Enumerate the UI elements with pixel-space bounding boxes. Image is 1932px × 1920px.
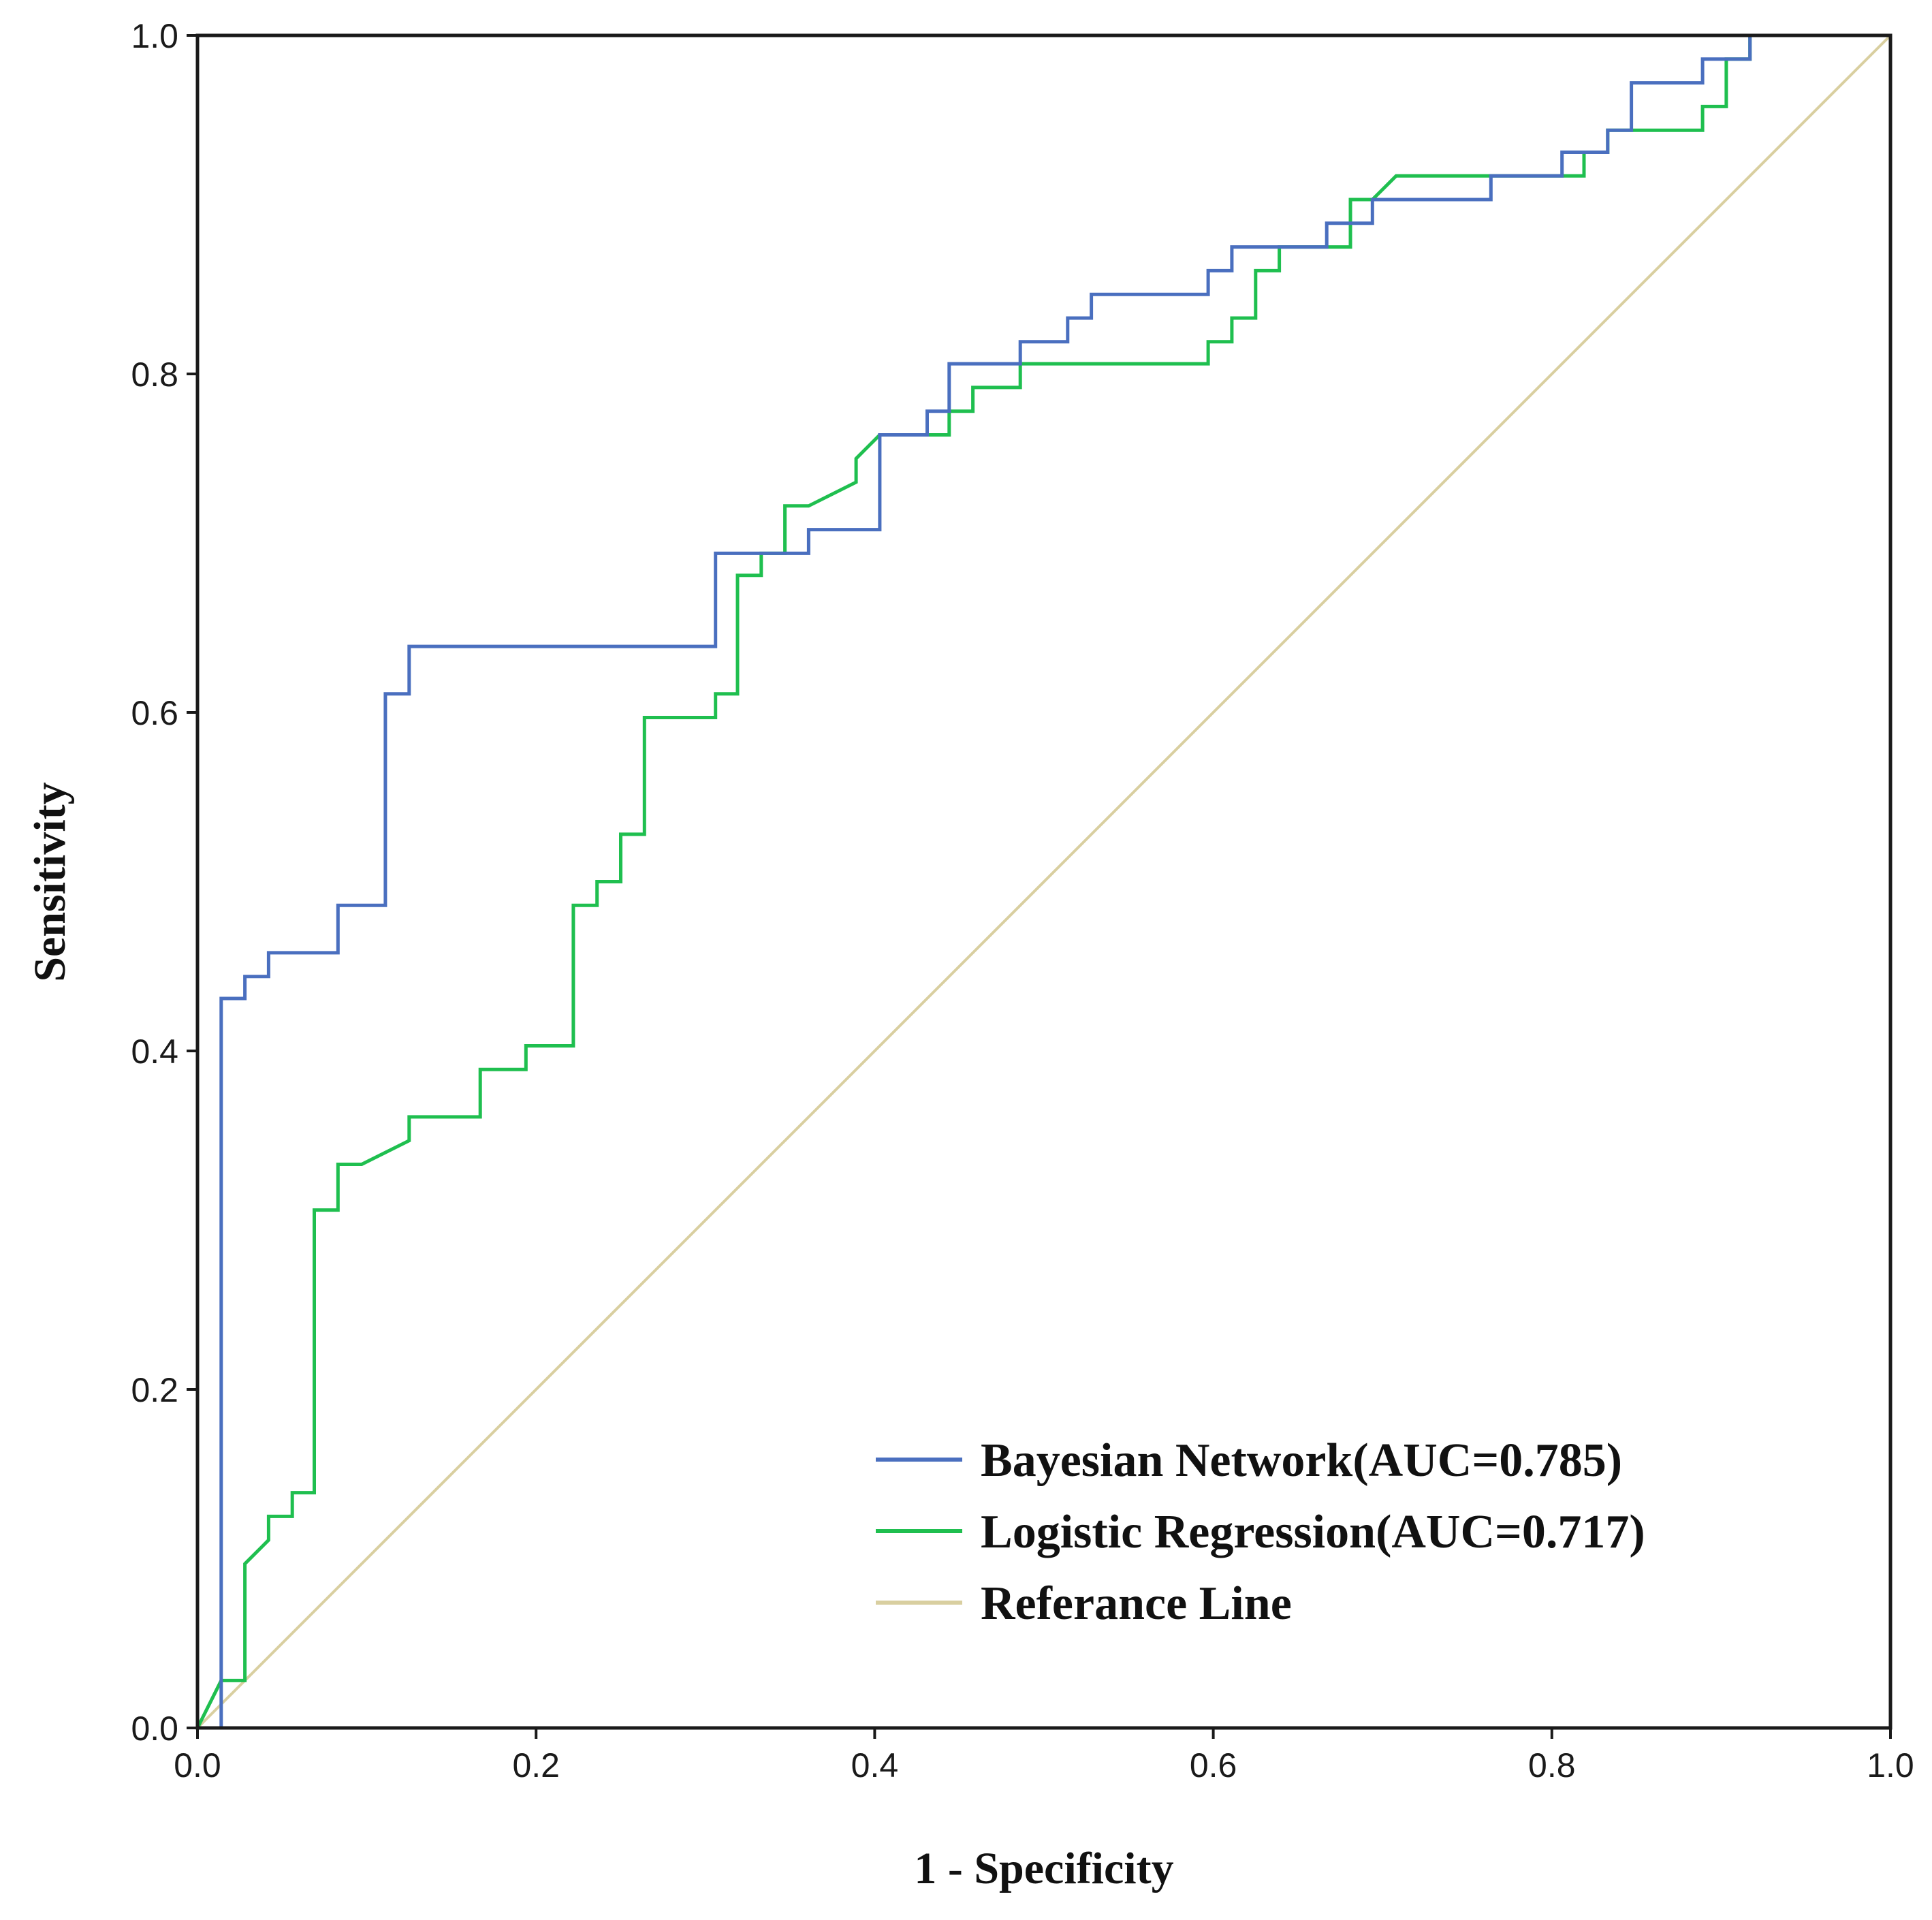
y-tick-label: 0.0 [131,1710,178,1748]
series-line-logistic-regression [195,33,1890,1729]
y-axis-title: Sensitivity [25,782,75,981]
legend-label-referance-line: Referance Line [981,1577,1292,1630]
series-line-bayesian-network [197,33,1890,1730]
x-tick-label: 0.0 [174,1746,221,1784]
x-tick-label: 0.8 [1528,1746,1576,1784]
legend: Bayesian Network(AUC=0.785) Logistic Regr… [876,1434,1645,1630]
y-axis-ticks: 0.0 0.2 0.4 0.6 0.8 1.0 [131,17,197,1748]
x-tick-label: 1.0 [1867,1746,1914,1784]
x-axis-title: 1 - Specificity [914,1844,1173,1893]
x-tick-label: 0.6 [1190,1746,1237,1784]
series-layer [195,33,1892,1730]
x-axis-ticks: 0.0 0.2 0.4 0.6 0.8 1.0 [174,1728,1914,1784]
x-tick-label: 0.4 [851,1746,899,1784]
plot-frame [195,33,1893,1730]
y-tick-label: 0.2 [131,1371,178,1409]
legend-label-logistic-regression: Logistic Regression(AUC=0.717) [981,1506,1645,1558]
legend-label-bayesian-network: Bayesian Network(AUC=0.785) [981,1434,1622,1487]
x-tick-label: 0.2 [512,1746,560,1784]
y-tick-label: 0.6 [131,694,178,732]
y-tick-label: 0.8 [131,356,178,394]
y-tick-label: 1.0 [131,17,178,55]
y-tick-label: 0.4 [131,1033,178,1071]
series-line-referance-line [196,34,1892,1729]
